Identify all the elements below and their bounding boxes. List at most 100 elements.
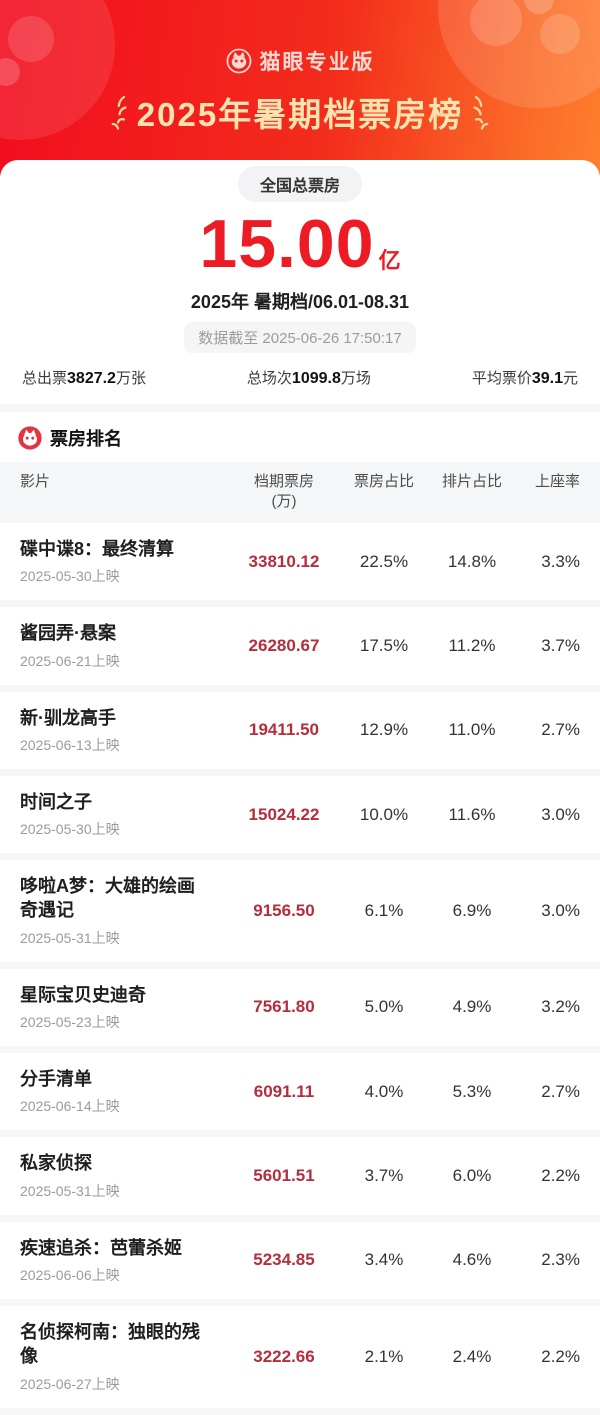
film-box-share: 6.1%	[364, 900, 404, 920]
film-attendance: 2.7%	[541, 720, 580, 740]
film-title: 碟中谍8：最终清算	[20, 539, 175, 559]
laurel-icon	[473, 95, 489, 130]
total-box-office-unit: 亿	[378, 248, 401, 273]
table-row[interactable]: 疾速追杀：芭蕾杀姬 2025-06-06上映 5234.85 3.4% 4.6%…	[0, 1221, 600, 1306]
ranking-section-title: 票房排名	[50, 429, 122, 449]
page-title: 2025年暑期档票房榜	[136, 96, 464, 133]
hero-header: 猫眼专业版 2025年暑期档票房榜	[0, 0, 600, 176]
film-title: 星际宝贝史迪奇	[20, 984, 146, 1005]
period-label: 2025年 暑期档/06.01-08.31	[190, 292, 410, 312]
column-header-film: 影片	[20, 473, 51, 490]
column-header-attendance: 上座率	[534, 473, 580, 490]
decorative-bubble	[8, 16, 54, 62]
table-row[interactable]: 私家侦探 2025-05-31上映 5601.51 3.7% 6.0% 2.2%	[0, 1137, 600, 1222]
film-screening-share: 6.0%	[452, 1166, 492, 1186]
film-attendance: 2.2%	[541, 1346, 580, 1366]
film-title: 私家侦探	[20, 1153, 92, 1174]
film-screening-share: 14.8%	[447, 551, 497, 571]
film-box-share: 12.9%	[359, 720, 409, 740]
film-box-office: 5234.85	[253, 1250, 315, 1270]
film-box-office: 15024.22	[248, 804, 320, 824]
summary-stat: 总出票3827.2万张	[22, 370, 146, 387]
film-screening-share: 11.2%	[448, 635, 496, 655]
film-release-date: 2025-06-14上映	[20, 1098, 120, 1115]
table-row[interactable]: 分手清单 2025-06-14上映 6091.11 4.0% 5.3% 2.7%	[0, 1053, 600, 1138]
film-box-office: 7561.80	[253, 997, 315, 1017]
stats-row: 总出票3827.2万张 总场次1099.8万场 平均票价39.1元	[0, 353, 600, 404]
film-box-share: 5.0%	[364, 997, 404, 1017]
total-box-office-value: 15.00	[199, 206, 375, 282]
film-screening-share: 11.0%	[448, 720, 496, 740]
film-attendance: 3.0%	[541, 900, 580, 920]
film-box-share: 2.1%	[364, 1346, 404, 1366]
film-attendance: 3.7%	[541, 635, 580, 655]
table-row[interactable]: 名侦探柯南：独眼的残像 2025-06-27上映 3222.66 2.1% 2.…	[0, 1305, 600, 1415]
film-box-office: 9156.50	[253, 900, 315, 920]
column-header-box-office: 档期票房 (万)	[253, 473, 314, 510]
film-title: 新·驯龙高手	[20, 707, 116, 728]
film-box-office: 6091.11	[253, 1081, 315, 1101]
film-release-date: 2025-06-06上映	[20, 1266, 120, 1283]
film-box-office: 5601.51	[253, 1166, 315, 1186]
laurel-icon	[111, 95, 127, 130]
film-release-date: 2025-05-30上映	[20, 821, 120, 838]
section-divider	[0, 404, 600, 412]
ranking-table: 碟中谍8：最终清算 2025-05-30上映 33810.12 22.5% 14…	[0, 523, 600, 1415]
film-title: 疾速追杀：芭蕾杀姬	[20, 1237, 182, 1258]
film-release-date: 2025-05-31上映	[20, 929, 120, 946]
film-release-date: 2025-06-13上映	[20, 736, 120, 753]
film-title: 时间之子	[20, 791, 92, 812]
film-screening-share: 2.4%	[452, 1346, 492, 1366]
column-header-screening-share: 排片占比	[441, 473, 502, 490]
decorative-bubble	[540, 14, 580, 54]
film-attendance: 2.2%	[541, 1166, 580, 1186]
maoyan-cat-icon	[226, 48, 252, 74]
film-screening-share: 5.3%	[452, 1081, 492, 1101]
film-title: 分手清单	[20, 1069, 92, 1090]
film-attendance: 3.3%	[541, 551, 580, 571]
ranking-section-header: 票房排名	[0, 412, 600, 462]
film-attendance: 3.2%	[541, 997, 580, 1017]
film-box-office: 26280.67	[248, 635, 320, 655]
summary-card: 全国总票房 15.00 亿 2025年 暑期档/06.01-08.31 数据截至…	[0, 160, 600, 404]
table-row[interactable]: 哆啦A梦：大雄的绘画奇遇记 2025-05-31上映 9156.50 6.1% …	[0, 860, 600, 969]
film-release-date: 2025-05-30上映	[20, 568, 120, 585]
film-box-office: 19411.50	[249, 720, 319, 740]
film-box-share: 4.0%	[364, 1081, 404, 1101]
film-box-share: 10.0%	[359, 804, 409, 824]
table-row[interactable]: 星际宝贝史迪奇 2025-05-23上映 7561.80 5.0% 4.9% 3…	[0, 968, 600, 1054]
table-row[interactable]: 酱园弄·悬案 2025-06-21上映 26280.67 17.5% 11.2%…	[0, 607, 600, 692]
film-box-share: 22.5%	[359, 551, 409, 571]
film-box-office: 33810.12	[248, 551, 320, 571]
film-screening-share: 4.6%	[452, 1250, 492, 1270]
film-title: 哆啦A梦：大雄的绘画奇遇记	[20, 876, 195, 921]
film-attendance: 3.0%	[541, 804, 580, 824]
decorative-bubble	[470, 0, 522, 46]
column-header-box-share: 票房占比	[353, 473, 414, 490]
table-row[interactable]: 新·驯龙高手 2025-06-13上映 19411.50 12.9% 11.0%…	[0, 691, 600, 776]
brand: 猫眼专业版	[0, 0, 600, 76]
table-row[interactable]: 碟中谍8：最终清算 2025-05-30上映 33810.12 22.5% 14…	[0, 523, 600, 608]
total-box-office: 15.00 亿	[0, 210, 600, 278]
film-title: 酱园弄·悬案	[20, 623, 116, 644]
summary-stat: 总场次1099.8万场	[246, 370, 371, 387]
film-attendance: 2.7%	[541, 1081, 580, 1101]
data-cutoff-label: 数据截至 2025-06-26 17:50:17	[184, 322, 416, 353]
summary-stat: 平均票价39.1元	[471, 370, 578, 387]
film-screening-share: 11.6%	[448, 804, 496, 824]
film-release-date: 2025-05-23上映	[20, 1014, 120, 1031]
film-release-date: 2025-06-27上映	[20, 1375, 120, 1392]
page-title-row: 2025年暑期档票房榜	[0, 88, 600, 136]
decorative-bubble	[524, 0, 554, 14]
table-row[interactable]: 时间之子 2025-05-30上映 15024.22 10.0% 11.6% 3…	[0, 775, 600, 861]
maoyan-cat-icon	[18, 426, 42, 450]
film-release-date: 2025-06-21上映	[20, 652, 120, 669]
national-box-office-badge: 全国总票房	[237, 166, 362, 202]
film-box-office: 3222.66	[253, 1346, 315, 1366]
film-screening-share: 6.9%	[452, 900, 492, 920]
film-release-date: 2025-05-31上映	[20, 1182, 120, 1199]
film-screening-share: 4.9%	[452, 997, 492, 1017]
brand-name: 猫眼专业版	[259, 51, 375, 74]
film-box-share: 3.4%	[364, 1250, 404, 1270]
film-title: 名侦探柯南：独眼的残像	[20, 1321, 200, 1367]
